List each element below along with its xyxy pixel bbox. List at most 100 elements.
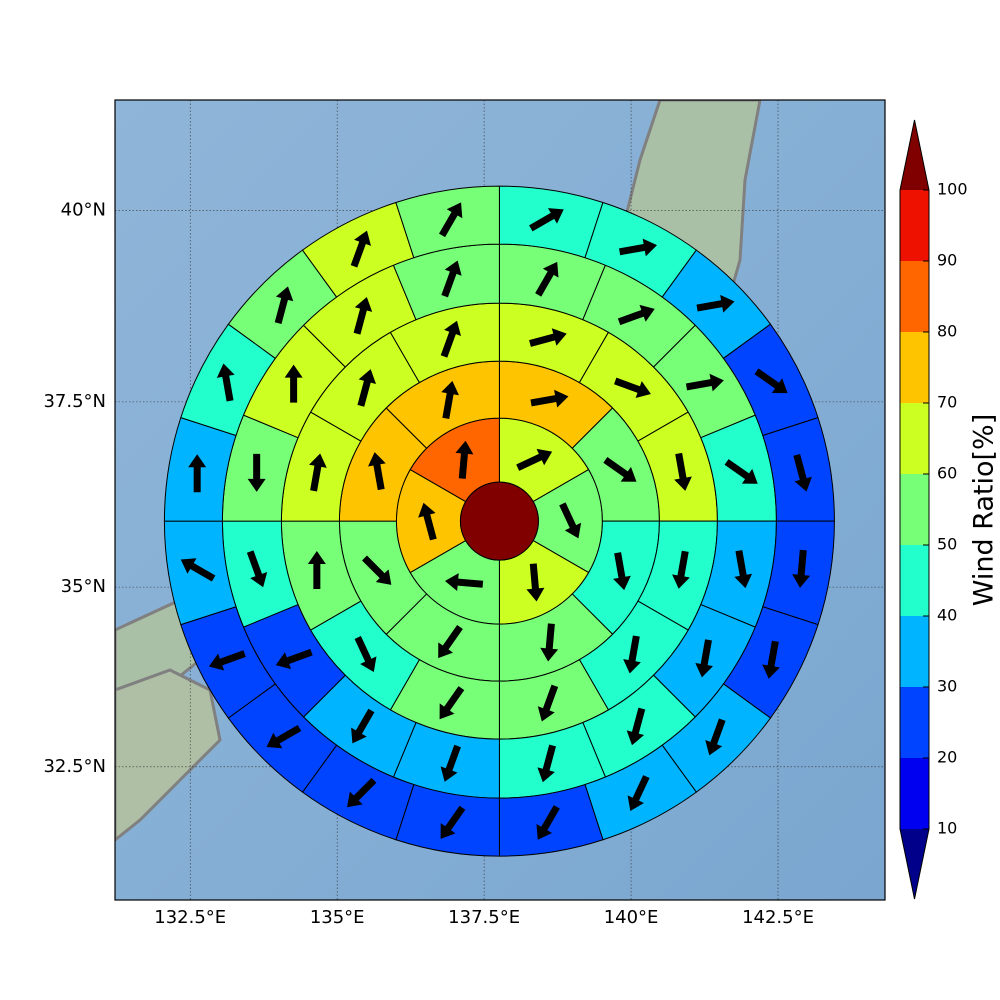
colorbar-under: [900, 829, 929, 899]
wind-arrow: [623, 635, 641, 674]
colorbar-tick-label: 40: [937, 606, 957, 625]
colorbar-swatch: [900, 758, 929, 829]
wind-arrow: [438, 625, 463, 659]
wind-arrow: [266, 724, 302, 749]
wind-arrow: [535, 261, 559, 297]
wind-arrow: [441, 380, 459, 419]
axes: 132.5°E 135°E 137.5°E 140°E 142.5°E 32.5°N 35°…: [43, 199, 814, 928]
colorbar-over: [900, 120, 929, 190]
wind-arrow: [613, 552, 631, 591]
wind-arrow: [705, 718, 726, 756]
wind-arrow: [762, 640, 780, 679]
wind-arrow: [440, 320, 462, 358]
wind-arrow: [530, 389, 569, 408]
wind-arrow: [734, 550, 753, 589]
colorbar-swatch: [900, 332, 929, 403]
wind-arrow: [351, 708, 375, 744]
wind-arrow: [418, 502, 437, 541]
wind-arrow: [440, 805, 466, 839]
colorbar-swatch: [900, 261, 929, 332]
colorbar-tick-label: 20: [937, 748, 957, 767]
colorbar-swatch: [900, 616, 929, 687]
colorbar-tick-label: 10: [937, 819, 957, 838]
wind-arrow: [537, 744, 556, 783]
wind-arrow: [626, 707, 646, 746]
wind-arrow: [444, 573, 484, 592]
wind-arrow: [754, 368, 788, 394]
wind-arrow: [695, 639, 714, 678]
x-tick-label: 137.5°E: [448, 907, 520, 928]
wind-arrow: [362, 555, 392, 585]
wind-arrow: [516, 448, 553, 471]
wind-arrow: [439, 202, 463, 238]
wind-arrow: [347, 777, 377, 808]
wind-arrow: [440, 744, 461, 782]
wind-arrow: [627, 775, 650, 811]
arrows: [180, 202, 812, 840]
colorbar-tick-label: 30: [937, 677, 957, 696]
wind-arrow: [284, 364, 303, 403]
wind-arrow: [724, 459, 758, 484]
wind-arrow: [685, 373, 724, 392]
colorbar-tick-label: 50: [937, 535, 957, 554]
wind-arrow: [180, 558, 216, 582]
wind-arrow: [792, 549, 811, 588]
colorbar-tick-label: 60: [937, 464, 957, 483]
wind-arrow: [793, 453, 812, 492]
colorbar-swatch: [900, 190, 929, 261]
wind-arrow: [540, 623, 559, 662]
x-tick-label: 142.5°E: [742, 907, 814, 928]
wind-arrow: [536, 805, 560, 840]
wind-arrow: [350, 230, 372, 268]
y-tick-label: 37.5°N: [43, 391, 106, 412]
colorbar-tick-label: 70: [937, 393, 957, 412]
wind-arrow: [307, 551, 326, 590]
sectors: [163, 185, 835, 857]
wind-arrow: [614, 377, 651, 398]
y-tick-label: 35°N: [61, 576, 106, 597]
wind-arrow: [559, 502, 582, 539]
wind-arrow: [275, 648, 313, 670]
y-tick-label: 40°N: [61, 199, 106, 220]
colorbar-swatch: [900, 687, 929, 758]
colorbar-label: Wind Ratio[%]: [969, 414, 1000, 606]
wind-arrow: [537, 684, 559, 722]
x-tick-label: 135°E: [310, 907, 365, 928]
plot-frame: [114, 99, 886, 901]
colorbar: 10 20 30 40 50 60 70 80 90 100: [899, 119, 968, 900]
wind-arrow: [247, 453, 266, 492]
wind-arrow: [696, 294, 735, 313]
colorbar-swatch: [900, 545, 929, 616]
wind-arrow: [353, 296, 373, 335]
wind-arrow: [455, 440, 474, 479]
wind-arrow: [274, 286, 294, 325]
wind-arrow: [309, 453, 327, 492]
colorbar-swatch: [900, 474, 929, 545]
colorbar-tick-label: 90: [937, 251, 957, 270]
colorbar-swatch: [900, 403, 929, 474]
wind-arrow: [529, 208, 564, 232]
wind-arrow: [246, 550, 268, 588]
center-disc: [459, 481, 539, 561]
wind-arrow: [216, 363, 235, 402]
wind-arrow: [674, 452, 692, 491]
wind-arrow: [603, 457, 637, 482]
wind-arrow: [208, 650, 246, 671]
wind-arrow: [672, 550, 690, 589]
colorbar-tick-label: 100: [937, 180, 968, 199]
wind-arrow: [439, 686, 465, 720]
wind-arrow: [441, 260, 462, 298]
wind-arrow: [354, 636, 377, 672]
x-tick-label: 140°E: [604, 907, 659, 928]
wind-arrow: [188, 454, 207, 493]
wind-arrow: [357, 369, 377, 407]
colorbar-tick-label: 80: [937, 322, 957, 341]
wind-arrow: [368, 452, 386, 491]
x-tick-label: 132.5°E: [154, 907, 226, 928]
wind-arrow: [619, 238, 658, 257]
wind-arrow: [529, 328, 567, 347]
wind-arrow: [526, 563, 545, 602]
y-tick-label: 32.5°N: [43, 756, 106, 777]
wind-arrow: [617, 304, 655, 326]
